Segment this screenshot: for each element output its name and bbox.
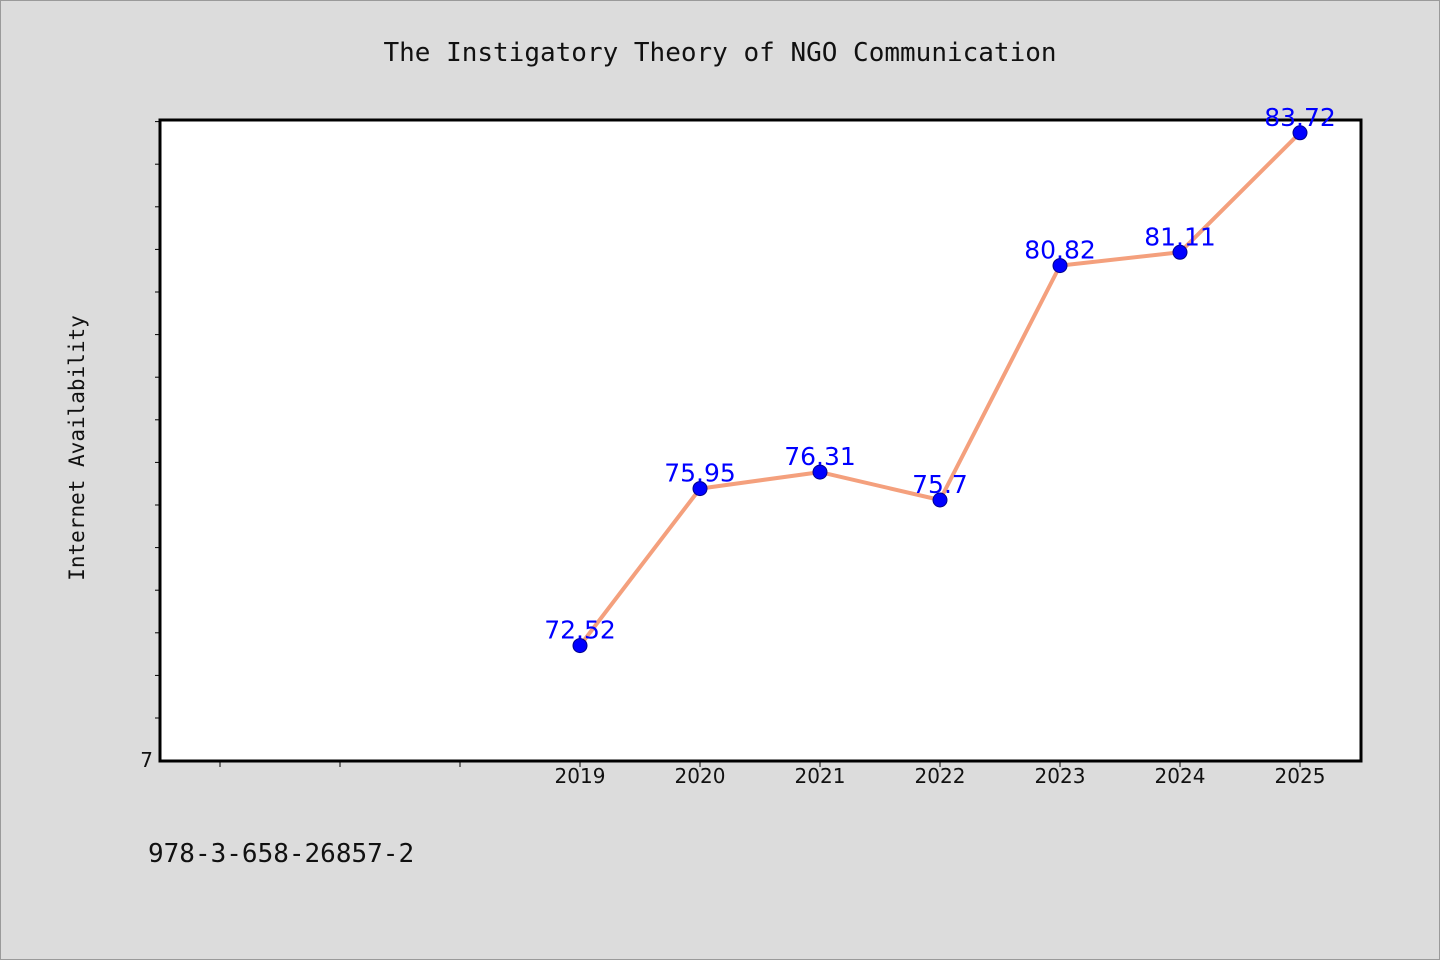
y-axis-label: Internet Availability — [65, 315, 89, 581]
x-axis-ticks — [219, 761, 1301, 767]
x-tick-label: 2020 — [675, 764, 726, 788]
x-tick-label: 2025 — [1275, 764, 1326, 788]
data-label: 75.7 — [912, 470, 968, 499]
chart-title: The Instigatory Theory of NGO Communicat… — [383, 38, 1056, 68]
data-point — [1052, 258, 1068, 274]
data-markers — [572, 125, 1308, 654]
x-tick-label: 2023 — [1035, 764, 1086, 788]
data-label: 83.72 — [1264, 103, 1336, 132]
x-tick-label: 2022 — [915, 764, 966, 788]
data-label: 76.31 — [784, 442, 856, 471]
x-tick-label: 2024 — [1155, 764, 1206, 788]
data-label: 81.11 — [1144, 222, 1216, 251]
data-point — [572, 638, 588, 654]
y-tick-label: 7 — [140, 748, 153, 772]
data-point — [812, 464, 828, 480]
data-point — [692, 481, 708, 497]
data-label: 75.95 — [664, 459, 736, 488]
data-label: 72.52 — [544, 616, 616, 645]
data-point — [1172, 244, 1188, 260]
data-point — [1292, 125, 1308, 141]
data-labels: 72.52 75.95 76.31 75.7 80.82 81.11 83.72 — [544, 103, 1336, 645]
data-label: 80.82 — [1024, 236, 1096, 265]
footer-isbn: 978-3-658-26857-2 — [148, 839, 414, 869]
x-tick-label: 2019 — [555, 764, 606, 788]
x-tick-label: 2021 — [795, 764, 846, 788]
plot-area — [158, 118, 1363, 763]
data-point — [932, 492, 948, 508]
x-tick-labels: 2019 2020 2021 2022 2023 2024 2025 — [555, 764, 1326, 788]
y-axis-ticks — [155, 121, 160, 719]
